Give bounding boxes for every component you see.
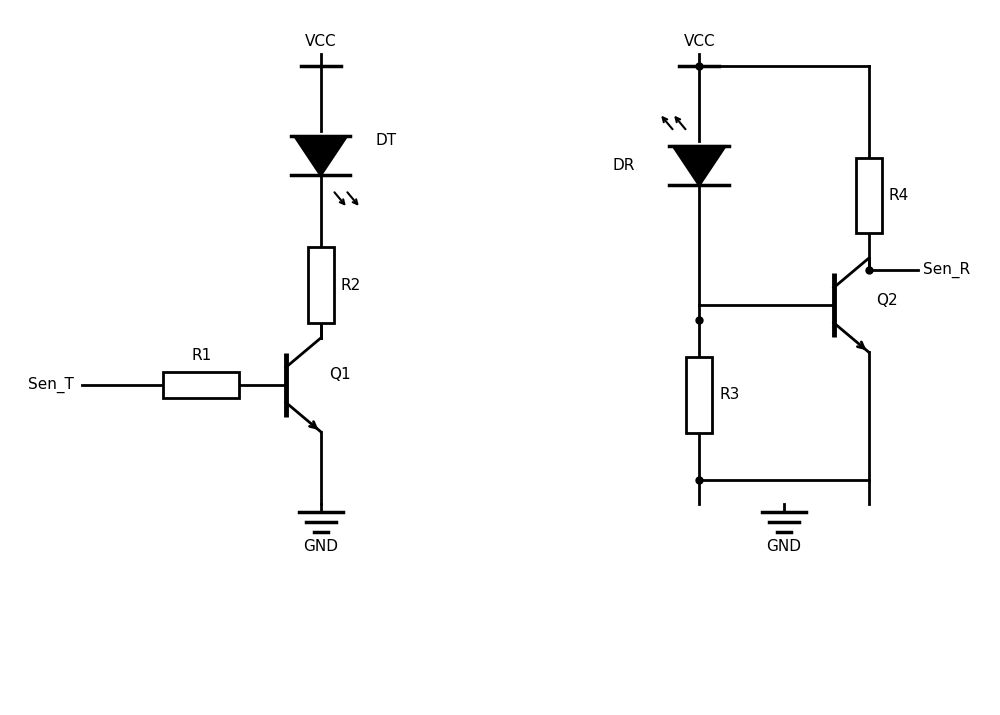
Bar <box>686 357 712 433</box>
Text: R4: R4 <box>888 188 909 203</box>
Text: GND: GND <box>766 539 801 554</box>
Text: Sen_R: Sen_R <box>923 262 970 278</box>
Text: R1: R1 <box>191 348 211 363</box>
Text: DT: DT <box>375 133 397 148</box>
Text: GND: GND <box>303 539 338 554</box>
Text: Q2: Q2 <box>877 292 898 307</box>
Polygon shape <box>673 147 725 185</box>
Bar <box>163 372 239 398</box>
Text: VCC: VCC <box>305 34 337 49</box>
Text: R3: R3 <box>719 388 740 403</box>
Bar <box>308 247 334 323</box>
Text: R2: R2 <box>341 278 361 292</box>
Bar <box>856 158 882 234</box>
Text: DR: DR <box>612 158 634 173</box>
Text: Q1: Q1 <box>329 368 350 383</box>
Polygon shape <box>295 137 347 175</box>
Text: Sen_T: Sen_T <box>28 377 74 393</box>
Text: VCC: VCC <box>683 34 715 49</box>
